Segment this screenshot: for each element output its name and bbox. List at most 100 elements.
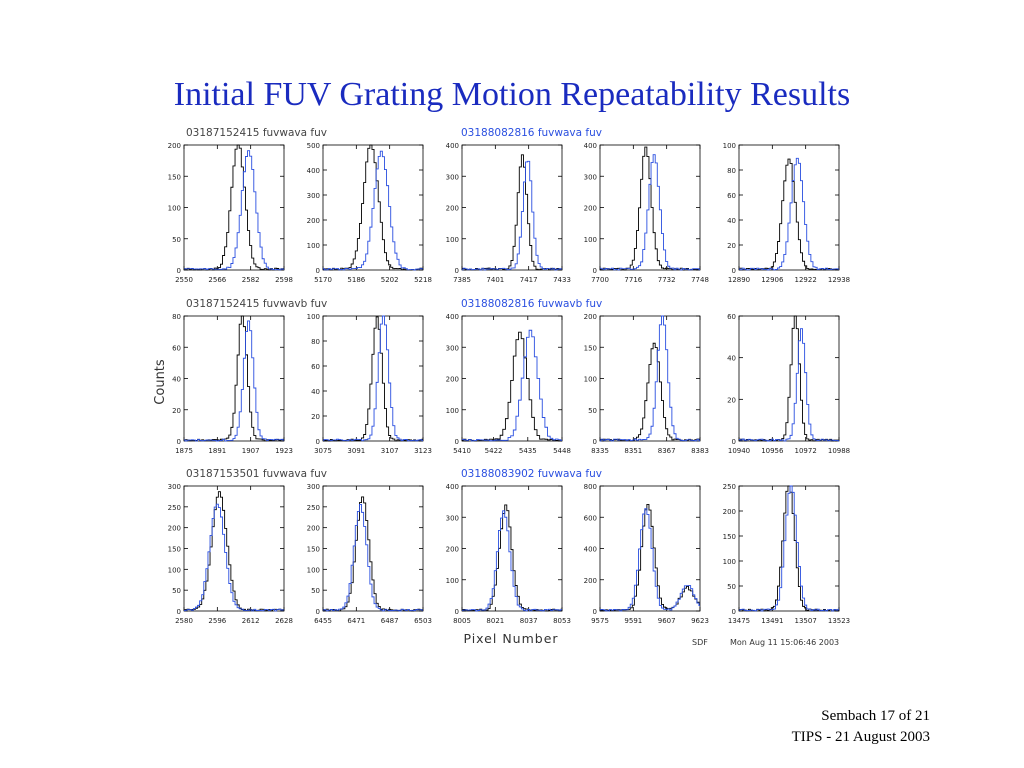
x-tick-label: 1923 <box>275 447 293 455</box>
y-tick-label: 100 <box>723 142 736 150</box>
plot-frame <box>738 315 840 442</box>
x-tick-label: 8005 <box>453 617 471 625</box>
y-tick-label: 400 <box>307 167 320 175</box>
y-tick-label: 0 <box>455 267 459 275</box>
x-tick-label: 6455 <box>314 617 332 625</box>
histogram-panel-r3-c3: 0 100 200 300 400 8005 8021 8037 8053 <box>446 483 571 625</box>
histogram-panel-r2-c1: 0 20 40 60 80 1875 1891 1907 1923 <box>172 313 293 455</box>
plot-frame <box>461 315 563 442</box>
x-tick-label: 5448 <box>553 447 571 455</box>
histogram-series-black <box>323 496 423 612</box>
y-tick-label: 0 <box>177 267 181 275</box>
histogram-series-blue <box>600 315 700 442</box>
row-label-1-right: 03188082816 fuvwava fuv <box>461 127 602 139</box>
y-tick-label: 100 <box>307 566 320 574</box>
plot-frame <box>322 315 424 442</box>
plot-frame <box>738 485 840 612</box>
credit-label: SDF <box>692 638 708 647</box>
histogram-panel-r3-c4: 0 200 400 600 800 9575 9591 9607 9623 <box>584 483 709 625</box>
plot-frame <box>183 315 285 442</box>
histogram-series-black <box>323 316 423 442</box>
y-tick-label: 200 <box>723 508 736 516</box>
y-tick-label: 200 <box>446 376 459 384</box>
y-tick-label: 150 <box>723 533 736 541</box>
histogram-series-black <box>739 485 839 612</box>
x-tick-label: 9591 <box>624 617 642 625</box>
row-label-2-left: 03187152415 fuvwavb fuv <box>186 298 327 310</box>
y-tick-label: 50 <box>311 587 320 595</box>
x-tick-label: 8367 <box>658 447 676 455</box>
x-tick-label: 7417 <box>520 276 538 284</box>
y-tick-label: 100 <box>723 558 736 566</box>
plot-frame <box>599 144 701 271</box>
y-tick-label: 300 <box>446 344 459 352</box>
x-tick-label: 8335 <box>591 447 609 455</box>
row-label-3-right: 03188083902 fuvwava fuv <box>461 468 602 480</box>
y-tick-label: 150 <box>168 173 181 181</box>
y-tick-label: 400 <box>584 142 597 150</box>
y-tick-label: 0 <box>593 608 597 616</box>
x-tick-label: 3123 <box>414 447 432 455</box>
x-tick-label: 5218 <box>414 276 432 284</box>
histogram-panel-r1-c2: 0 100 200 300 400 500 5170 5186 5202 5218 <box>307 142 432 284</box>
histogram-series-blue <box>323 503 423 612</box>
y-tick-label: 0 <box>316 438 320 446</box>
x-tick-label: 12922 <box>795 276 817 284</box>
histogram-series-black <box>600 503 700 611</box>
footer-page-number: Sembach 17 of 21 <box>821 708 930 724</box>
y-tick-label: 200 <box>168 525 181 533</box>
x-tick-label: 8053 <box>553 617 571 625</box>
x-tick-label: 7433 <box>553 276 571 284</box>
footer-event-date: TIPS - 21 August 2003 <box>791 729 930 745</box>
histogram-series-blue <box>323 315 423 442</box>
histogram-panel-r1-c5: 0 20 40 60 80 100 12890 12906 12922 12938 <box>723 142 851 284</box>
y-tick-label: 50 <box>588 407 597 415</box>
histogram-series-black <box>184 491 284 612</box>
histogram-panel-r1-c3: 0 100 200 300 400 7385 7401 7417 7433 <box>446 142 571 284</box>
y-tick-label: 500 <box>307 142 320 150</box>
histogram-series-black <box>184 315 284 442</box>
x-tick-label: 2550 <box>175 276 193 284</box>
histogram-series-black <box>462 504 562 612</box>
x-tick-label: 3075 <box>314 447 332 455</box>
histogram-series-blue <box>739 485 839 612</box>
y-tick-label: 250 <box>307 504 320 512</box>
y-tick-label: 60 <box>172 344 181 352</box>
y-tick-label: 0 <box>177 438 181 446</box>
y-tick-label: 100 <box>168 566 181 574</box>
y-tick-label: 60 <box>727 192 736 200</box>
y-tick-label: 20 <box>727 242 736 250</box>
plot-frame <box>183 485 285 612</box>
y-tick-label: 600 <box>584 514 597 522</box>
x-tick-label: 7716 <box>624 276 642 284</box>
y-tick-label: 200 <box>168 142 181 150</box>
x-tick-label: 10988 <box>828 447 850 455</box>
histogram-series-black <box>739 158 839 271</box>
plot-frame <box>183 144 285 271</box>
histogram-panel-r2-c4: 0 50 100 150 200 8335 8351 8367 8383 <box>584 313 709 455</box>
x-tick-label: 13507 <box>795 617 817 625</box>
x-tick-label: 8021 <box>486 617 504 625</box>
x-tick-label: 5170 <box>314 276 332 284</box>
y-tick-label: 20 <box>311 413 320 421</box>
histogram-series-blue <box>739 328 839 442</box>
y-tick-label: 200 <box>307 525 320 533</box>
histogram-series-black <box>462 331 562 442</box>
plot-frame <box>461 144 563 271</box>
x-tick-label: 13491 <box>761 617 783 625</box>
x-tick-label: 2580 <box>175 617 193 625</box>
x-tick-label: 1891 <box>208 447 226 455</box>
y-tick-label: 200 <box>446 546 459 554</box>
y-tick-label: 100 <box>307 242 320 250</box>
y-tick-label: 50 <box>727 583 736 591</box>
y-tick-label: 20 <box>172 407 181 415</box>
y-tick-label: 400 <box>446 313 459 321</box>
x-tick-label: 9575 <box>591 617 609 625</box>
plot-frame <box>599 315 701 442</box>
x-tick-label: 2582 <box>242 276 260 284</box>
y-tick-label: 150 <box>584 344 597 352</box>
x-tick-label: 9623 <box>691 617 709 625</box>
x-tick-label: 7401 <box>486 276 504 284</box>
y-tick-label: 0 <box>316 267 320 275</box>
